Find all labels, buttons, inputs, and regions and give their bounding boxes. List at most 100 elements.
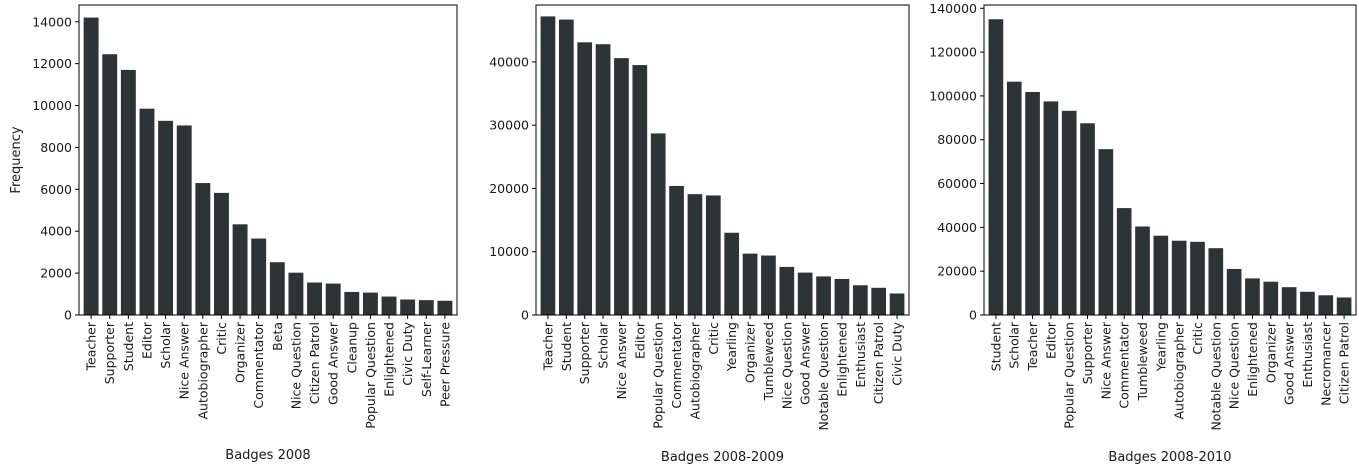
- x-axis-label: Badges 2008: [225, 448, 310, 463]
- x-tick-label: Civic Duty: [890, 321, 905, 385]
- y-tick-label: 120000: [929, 45, 977, 60]
- bar-nice-answer: [614, 58, 629, 315]
- bar-scholar: [158, 120, 174, 315]
- x-tick-label: Good Answer: [1282, 321, 1297, 405]
- bar-necromancer: [1318, 295, 1334, 315]
- x-tick-label: Critic: [1190, 322, 1205, 355]
- bar-supporter: [577, 42, 593, 315]
- x-tick-label: Autobiographer: [687, 321, 702, 419]
- x-tick-label: Nice Question: [288, 322, 303, 409]
- bar-student: [120, 69, 136, 316]
- bar-enlightened: [834, 278, 850, 315]
- x-tick-label: Enthusiast: [853, 322, 868, 388]
- bar-nice-question: [779, 266, 795, 315]
- bar-autobiographer: [1171, 240, 1187, 315]
- x-tick-label: Organizer: [233, 321, 248, 383]
- bar-scholar: [1006, 81, 1022, 316]
- bar-organizer: [742, 253, 758, 315]
- bar-yearling: [724, 232, 740, 315]
- y-tick-label: 2000: [40, 266, 72, 281]
- bar-enlightened: [381, 296, 397, 315]
- x-tick-label: Commentator: [251, 321, 266, 408]
- x-tick-label: Supporter: [1080, 321, 1095, 384]
- bar-editor: [1043, 101, 1059, 316]
- y-tick-label: 30000: [489, 118, 529, 133]
- y-tick-label: 40000: [489, 54, 529, 69]
- bar-cleanup: [344, 291, 360, 315]
- plot-frame: [983, 4, 1357, 316]
- x-axis-label: Badges 2008-2009: [661, 450, 784, 465]
- x-tick-label: Supporter: [577, 321, 592, 384]
- x-tick-label: Autobiographer: [1172, 321, 1187, 419]
- x-tick-label: Editor: [139, 321, 154, 359]
- bar-student: [988, 19, 1004, 316]
- bar-autobiographer: [687, 194, 703, 315]
- x-tick-label: Scholar: [158, 321, 173, 369]
- x-tick-label: Organizer: [743, 321, 758, 383]
- bar-critic: [214, 192, 229, 315]
- x-tick-label: Self-Learner: [419, 321, 434, 397]
- bar-good-answer: [797, 272, 813, 315]
- bar-enlightened: [1245, 278, 1260, 315]
- y-tick-label: 20000: [489, 181, 529, 196]
- x-tick-label: Necromancer: [1318, 321, 1333, 406]
- x-tick-label: Autobiographer: [195, 321, 210, 419]
- bar-supporter: [102, 54, 118, 315]
- x-tick-label: Citizen Patrol: [307, 322, 322, 404]
- x-tick-label: Yearling: [1153, 322, 1168, 372]
- x-tick-label: Student: [559, 322, 574, 371]
- x-tick-label: Enlightened: [1245, 322, 1260, 397]
- x-tick-label: Scholar: [596, 321, 611, 369]
- y-tick-label: 0: [521, 308, 529, 323]
- bar-nice-question: [1226, 268, 1242, 315]
- bar-beta: [269, 262, 285, 315]
- bar-popular-question: [650, 133, 666, 315]
- plot-frame: [535, 4, 910, 316]
- x-tick-label: Citizen Patrol: [871, 322, 886, 404]
- x-tick-label: Teacher: [540, 321, 555, 371]
- bar-critic: [1190, 241, 1205, 315]
- bar-critic: [705, 195, 721, 315]
- x-tick-label: Nice Answer: [614, 321, 629, 399]
- chart-panel-2: 0 10000 20000 30000 40000 Teacher Student Suppo…: [489, 4, 910, 465]
- bar-nice-answer: [176, 125, 192, 315]
- bar-nice-answer: [1098, 149, 1114, 315]
- x-tick-label: Editor: [632, 321, 647, 359]
- y-axis-label: Frequency: [9, 126, 24, 193]
- x-tick-label: Tumbleweed: [761, 322, 776, 401]
- x-tick-label: Student: [988, 322, 1003, 371]
- bar-enthusiast: [1300, 291, 1315, 315]
- x-tick-label: Civic Duty: [400, 321, 415, 385]
- x-tick-label: Student: [121, 322, 136, 371]
- y-tick-label: 20000: [937, 264, 977, 279]
- x-tick-label: Citizen Patrol: [1337, 322, 1352, 404]
- y-tick-label: 60000: [937, 176, 977, 191]
- y-tick-label: 14000: [32, 14, 72, 29]
- bar-commentator: [669, 185, 684, 315]
- bar-good-answer: [1281, 287, 1297, 315]
- x-tick-label: Popular Question: [363, 322, 378, 429]
- x-tick-label: Good Answer: [798, 321, 813, 405]
- x-tick-label: Critic: [214, 322, 229, 355]
- bar-notable-question: [816, 276, 831, 315]
- x-tick-label: Critic: [706, 322, 721, 355]
- x-tick-label: Notable Question: [816, 322, 831, 431]
- x-tick-label: Enthusiast: [1300, 322, 1315, 388]
- bar-supporter: [1080, 123, 1095, 315]
- bar-organizer: [1263, 281, 1279, 315]
- x-tick-label: Enlightened: [382, 322, 397, 397]
- y-tick-label: 4000: [40, 224, 72, 239]
- y-tick-label: 80000: [937, 132, 977, 147]
- x-tick-label: Notable Question: [1208, 322, 1223, 431]
- bar-good-answer: [325, 283, 341, 315]
- plot-frame: [78, 4, 458, 316]
- bar-student: [558, 19, 574, 316]
- x-tick-label: Beta: [270, 322, 285, 351]
- y-tick-label: 6000: [40, 182, 72, 197]
- bar-teacher: [540, 16, 556, 315]
- bar-nice-question: [288, 272, 304, 315]
- x-tick-label: Tumbleweed: [1135, 322, 1150, 401]
- bar-popular-question: [362, 292, 378, 315]
- x-tick-label: Teacher: [84, 321, 99, 371]
